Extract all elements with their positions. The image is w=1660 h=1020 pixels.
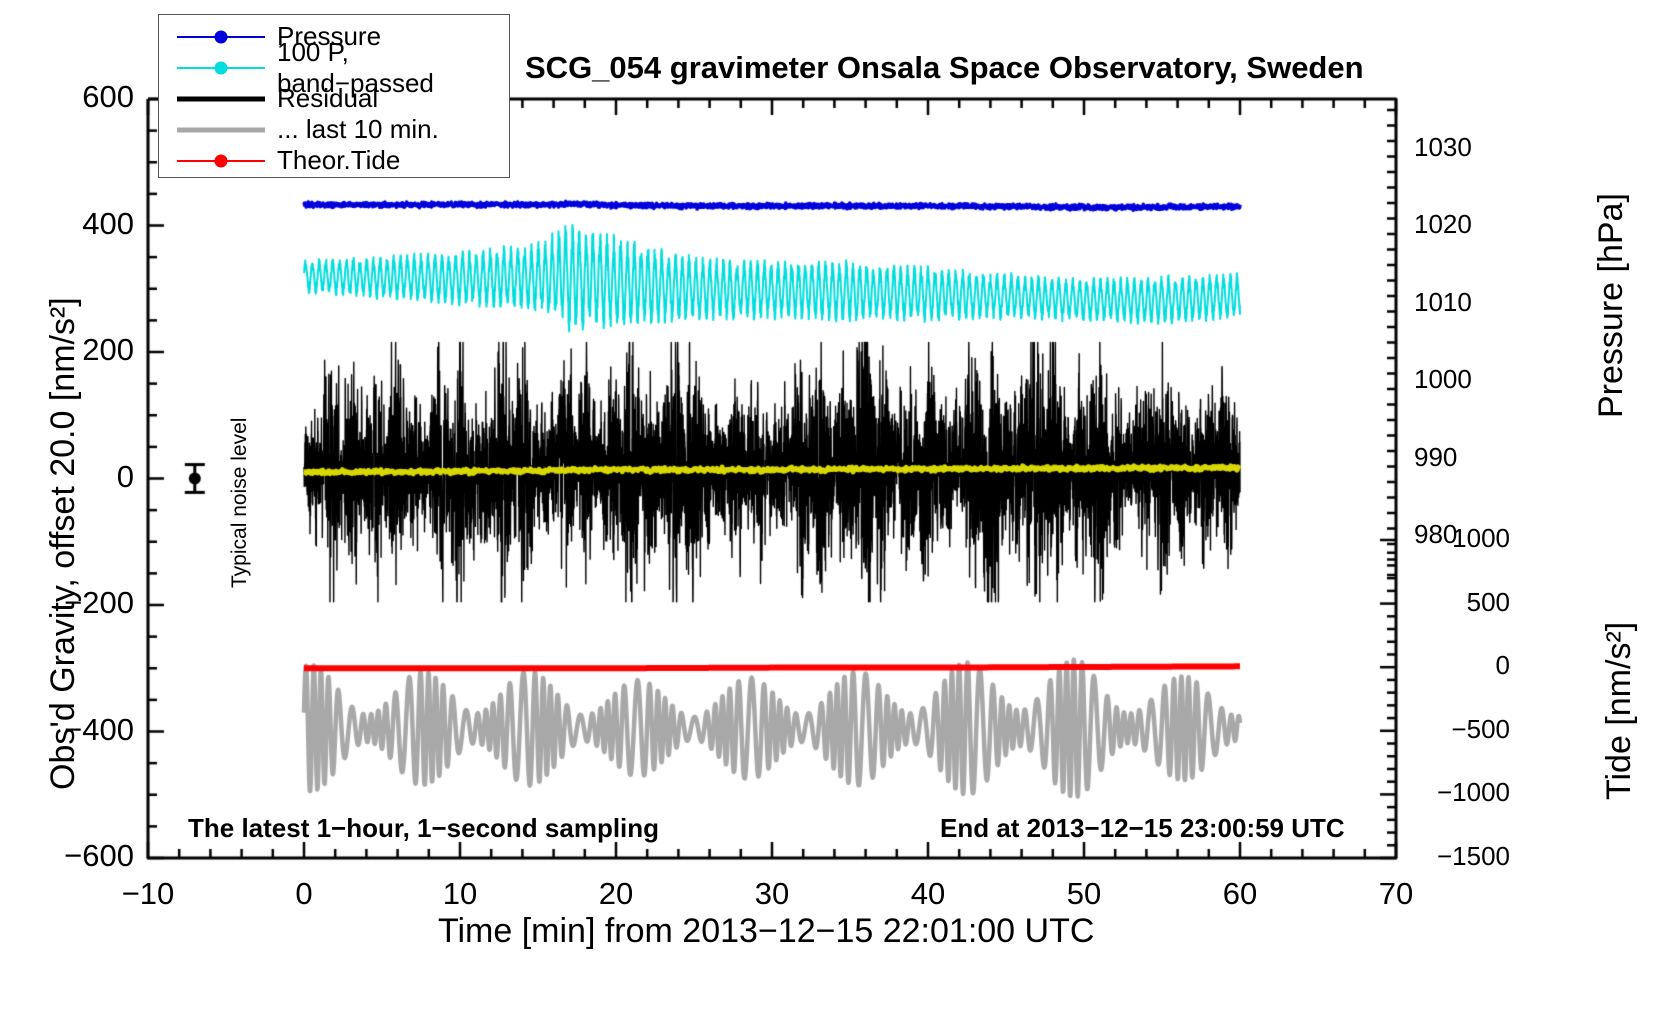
pressure-tick-label: 1020 (1414, 209, 1472, 240)
tide-axis-title: Tide [nm/s²] (1600, 621, 1638, 800)
legend-box: Pressure 100 P, band−passed Residual... la… (158, 14, 510, 178)
x-tick-label: 70 (1378, 876, 1414, 911)
pressure-tick-label: 1010 (1414, 286, 1472, 317)
chart-title: SCG_054 gravimeter Onsala Space Observat… (525, 50, 1364, 85)
legend-swatch (173, 52, 269, 83)
pressure-tick-label: 1000 (1414, 364, 1472, 395)
legend-label: Pressure (277, 21, 382, 51)
tide-tick-label: −1000 (1436, 777, 1510, 808)
x-tick-label: 50 (1066, 876, 1102, 911)
legend-swatch (173, 145, 269, 176)
tide-tick-label: 500 (1466, 586, 1510, 617)
legend-label: Theor.Tide (277, 145, 401, 175)
y-tick-label: 200 (82, 332, 134, 367)
legend-line-icon (177, 96, 265, 101)
pressure-tick-label: 980 (1414, 519, 1458, 550)
legend-label: Residual (277, 83, 379, 113)
tide-tick-label: 1000 (1452, 523, 1510, 553)
y-tick-label: 400 (82, 205, 134, 241)
annotation-bottom-left: The latest 1−hour, 1−second sampling (188, 813, 660, 843)
x-axis-title: Time [min] from 2013−12−15 22:01:00 UTC (438, 912, 1095, 950)
x-tick-label: 60 (1222, 876, 1258, 911)
y-tick-label: 0 (116, 458, 134, 494)
y-tick-label: −600 (64, 838, 134, 873)
y-tick-label: −400 (64, 711, 134, 747)
x-tick-label: 10 (442, 876, 478, 911)
legend-item-4[interactable]: Theor.Tide (173, 145, 509, 176)
tide-tick-label: −500 (1451, 713, 1510, 744)
y-tick-label: 600 (82, 79, 134, 114)
pressure-axis-title: Pressure [hPa] (1592, 193, 1630, 418)
legend-item-1[interactable]: 100 P, band−passed (173, 37, 509, 98)
x-tick-label: −10 (121, 876, 175, 911)
legend-marker-icon (214, 61, 228, 74)
annotation-bottom-right: End at 2013−12−15 23:00:59 UTC (940, 813, 1345, 843)
x-tick-label: 20 (598, 876, 634, 911)
legend-marker-icon (214, 30, 228, 43)
legend-swatch (173, 83, 269, 114)
x-tick-label: 30 (754, 876, 790, 911)
pressure-tick-label: 1030 (1414, 131, 1472, 162)
legend-item-0[interactable]: Pressure (173, 21, 509, 52)
legend-marker-icon (214, 154, 228, 167)
legend-swatch (173, 114, 269, 145)
noise-level-label: Typical noise level (228, 417, 251, 588)
legend-label: ... last 10 min. (277, 114, 439, 144)
legend-swatch (173, 21, 269, 52)
legend-item-3[interactable]: ... last 10 min. (173, 114, 509, 145)
tide-tick-label: −1500 (1436, 841, 1510, 871)
tide-tick-label: 0 (1495, 650, 1510, 681)
legend-line-icon (177, 127, 265, 132)
legend-item-2[interactable]: Residual (173, 83, 509, 114)
y-tick-label: −200 (64, 585, 134, 620)
x-tick-label: 40 (910, 876, 946, 911)
x-tick-label: 0 (295, 876, 313, 911)
legend-label: 100 P, band−passed (277, 36, 434, 98)
pressure-tick-label: 990 (1414, 441, 1458, 472)
